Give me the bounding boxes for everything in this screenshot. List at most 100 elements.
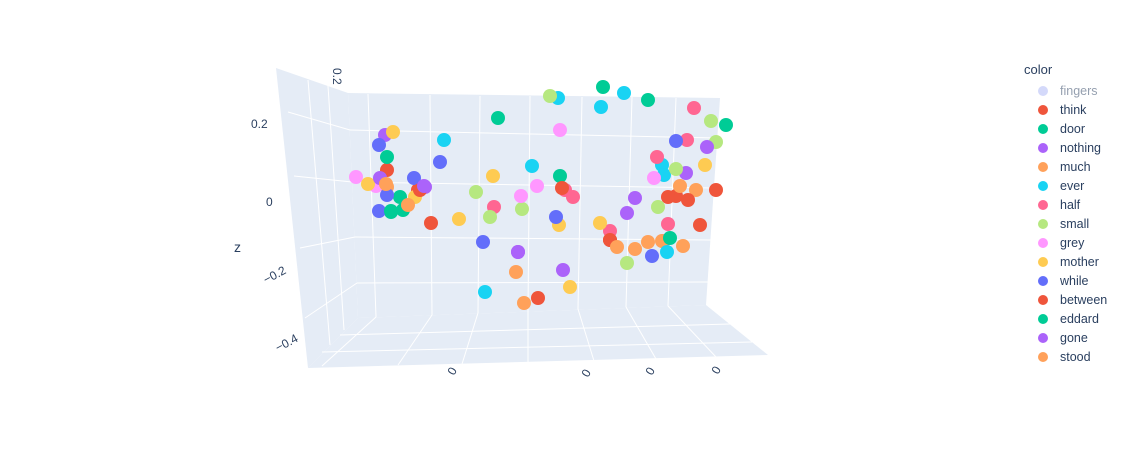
point-stood[interactable]	[641, 235, 655, 249]
legend-item-gone[interactable]: gone	[1024, 328, 1134, 347]
point-think[interactable]	[424, 216, 438, 230]
point-door[interactable]	[641, 93, 655, 107]
legend-label: fingers	[1060, 83, 1098, 98]
point-door[interactable]	[719, 118, 733, 132]
point-gone[interactable]	[511, 245, 525, 259]
legend-item-between[interactable]: between	[1024, 290, 1134, 309]
legend-label: small	[1060, 216, 1090, 231]
legend-item-while[interactable]: while	[1024, 271, 1134, 290]
legend-marker	[1038, 275, 1048, 286]
point-half[interactable]	[687, 101, 701, 115]
legend-item-fingers[interactable]: fingers	[1024, 81, 1134, 100]
point-grey[interactable]	[647, 171, 661, 185]
point-mother[interactable]	[698, 158, 712, 172]
point-door[interactable]	[380, 150, 394, 164]
legend-marker	[1038, 199, 1048, 210]
point-while[interactable]	[433, 155, 447, 169]
floor-pane	[308, 305, 768, 368]
point-while[interactable]	[380, 188, 394, 202]
legend-marker	[1038, 256, 1048, 267]
point-ever[interactable]	[617, 86, 631, 100]
legend-item-mother[interactable]: mother	[1024, 252, 1134, 271]
point-stood[interactable]	[610, 240, 624, 254]
point-while[interactable]	[669, 134, 683, 148]
point-small[interactable]	[515, 202, 529, 216]
point-half[interactable]	[566, 190, 580, 204]
z-tick-label: 0	[266, 195, 273, 209]
point-ever[interactable]	[594, 100, 608, 114]
point-gone[interactable]	[417, 179, 431, 193]
point-grey[interactable]	[349, 170, 363, 184]
legend-item-eddard[interactable]: eddard	[1024, 309, 1134, 328]
point-gone[interactable]	[628, 191, 642, 205]
legend-item-grey[interactable]: grey	[1024, 233, 1134, 252]
point-small[interactable]	[543, 89, 557, 103]
point-grey[interactable]	[514, 189, 528, 203]
point-mother[interactable]	[593, 216, 607, 230]
legend-item-think[interactable]: think	[1024, 100, 1134, 119]
point-ever[interactable]	[478, 285, 492, 299]
point-between[interactable]	[555, 181, 569, 195]
point-ever[interactable]	[660, 245, 674, 259]
point-half[interactable]	[650, 150, 664, 164]
point-while[interactable]	[549, 210, 563, 224]
point-eddard[interactable]	[384, 204, 398, 218]
legend-marker	[1038, 294, 1048, 305]
point-much[interactable]	[517, 296, 531, 310]
point-think[interactable]	[531, 291, 545, 305]
point-while[interactable]	[645, 249, 659, 263]
point-while[interactable]	[372, 204, 386, 218]
point-small[interactable]	[483, 210, 497, 224]
point-small[interactable]	[469, 185, 483, 199]
point-mother[interactable]	[386, 125, 400, 139]
point-stood[interactable]	[401, 198, 415, 212]
point-mother[interactable]	[486, 169, 500, 183]
legend-item-door[interactable]: door	[1024, 119, 1134, 138]
legend-item-half[interactable]: half	[1024, 195, 1134, 214]
point-grey[interactable]	[553, 123, 567, 137]
point-stood[interactable]	[379, 177, 393, 191]
point-think[interactable]	[693, 218, 707, 232]
point-small[interactable]	[669, 162, 683, 176]
point-think[interactable]	[709, 183, 723, 197]
point-nothing[interactable]	[620, 206, 634, 220]
point-half[interactable]	[680, 133, 694, 147]
point-small[interactable]	[651, 200, 665, 214]
point-much[interactable]	[628, 242, 642, 256]
point-mother[interactable]	[452, 212, 466, 226]
point-ever[interactable]	[437, 133, 451, 147]
legend-item-nothing[interactable]: nothing	[1024, 138, 1134, 157]
point-much[interactable]	[689, 183, 703, 197]
point-door[interactable]	[553, 169, 567, 183]
point-ever[interactable]	[525, 159, 539, 173]
point-between[interactable]	[661, 190, 675, 204]
legend-item-stood[interactable]: stood	[1024, 347, 1134, 366]
legend: color fingers think door nothing much ever hal…	[1024, 62, 1134, 366]
legend-item-small[interactable]: small	[1024, 214, 1134, 233]
data-points[interactable]	[349, 80, 733, 310]
point-mother[interactable]	[361, 177, 375, 191]
point-grey[interactable]	[530, 179, 544, 193]
point-eddard[interactable]	[663, 231, 677, 245]
point-much[interactable]	[673, 179, 687, 193]
point-door[interactable]	[596, 80, 610, 94]
legend-item-ever[interactable]: ever	[1024, 176, 1134, 195]
legend-label: between	[1060, 292, 1108, 307]
point-mother[interactable]	[563, 280, 577, 294]
point-door[interactable]	[491, 111, 505, 125]
point-small[interactable]	[620, 256, 634, 270]
legend-marker	[1038, 104, 1048, 115]
legend-marker	[1038, 218, 1048, 229]
point-nothing[interactable]	[556, 263, 570, 277]
point-while[interactable]	[407, 171, 421, 185]
point-while[interactable]	[476, 235, 490, 249]
point-between[interactable]	[681, 193, 695, 207]
point-gone[interactable]	[700, 140, 714, 154]
point-much[interactable]	[509, 265, 523, 279]
point-small[interactable]	[704, 114, 718, 128]
point-half[interactable]	[661, 217, 675, 231]
point-stood[interactable]	[676, 239, 690, 253]
point-while[interactable]	[372, 138, 386, 152]
legend-item-much[interactable]: much	[1024, 157, 1134, 176]
